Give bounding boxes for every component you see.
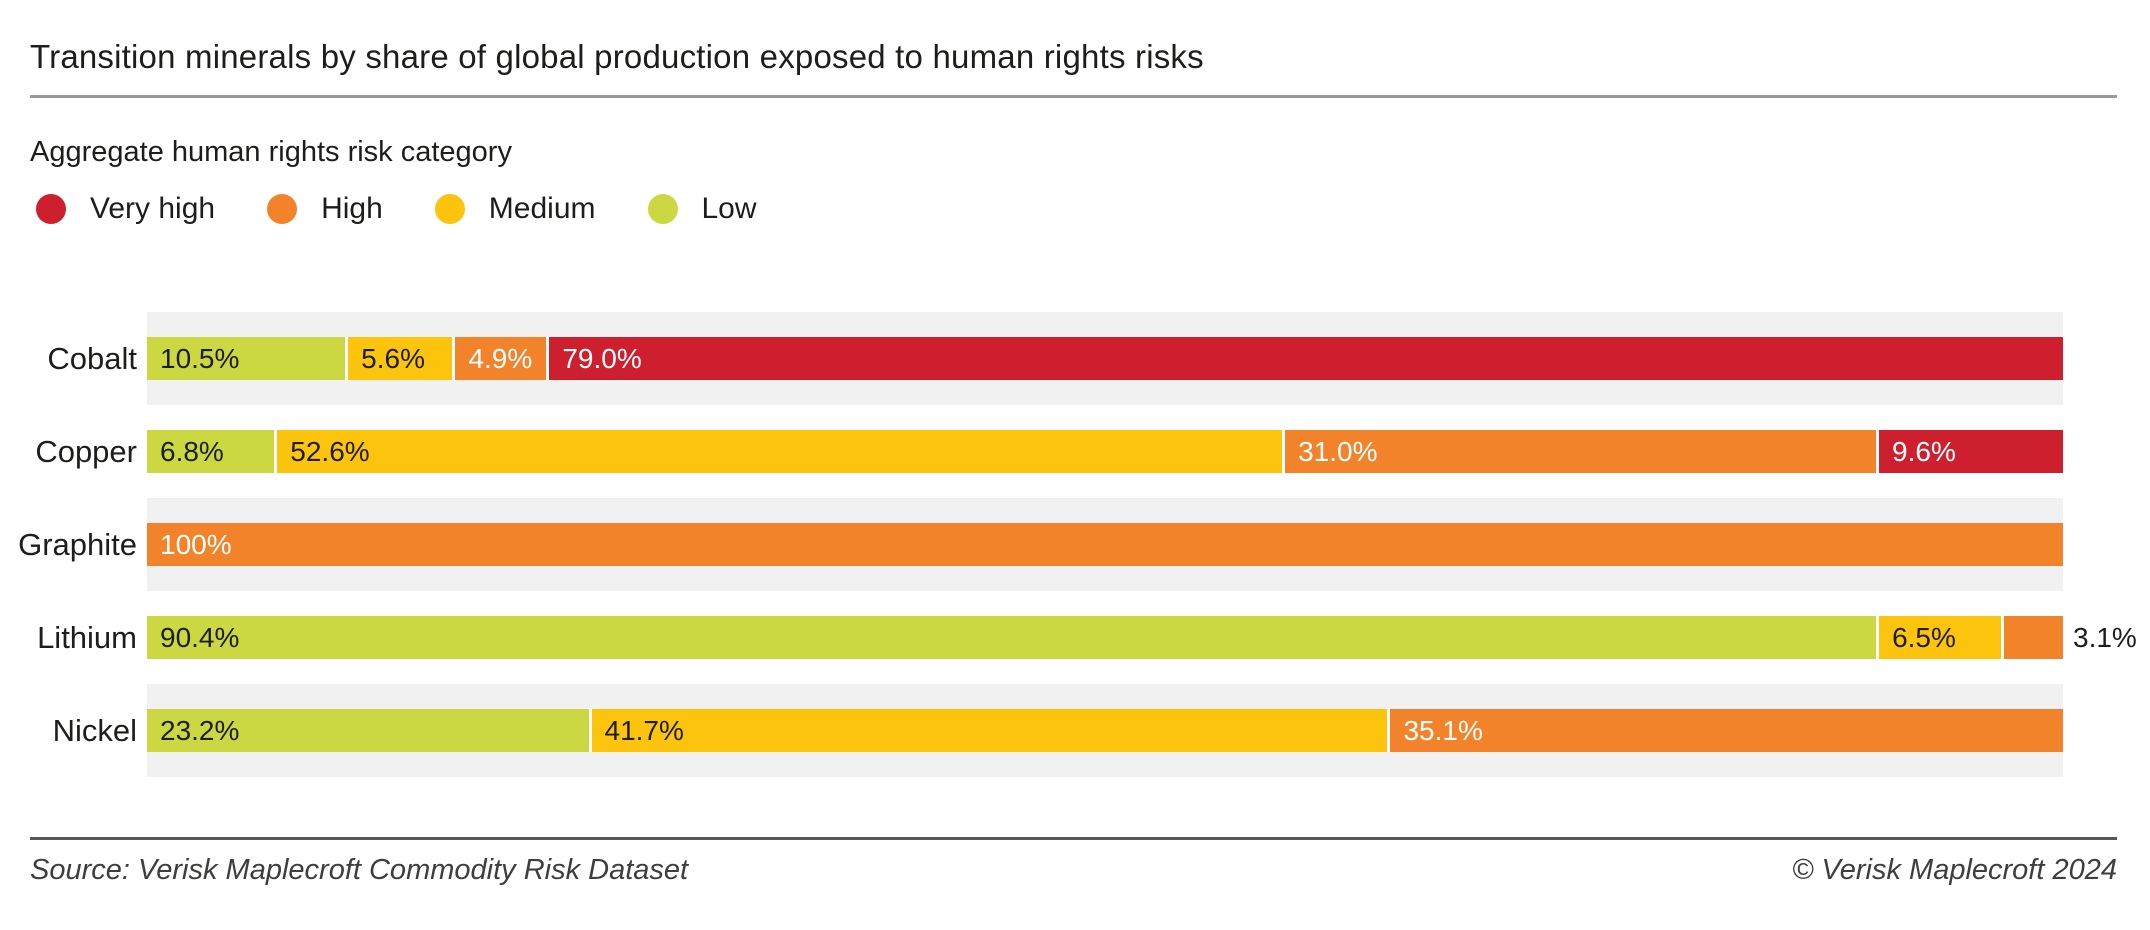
segment-value-label: 4.9% xyxy=(468,343,533,374)
source-note: Source: Verisk Maplecroft Commodity Risk… xyxy=(30,854,689,886)
stacked-bar-graphite: 100% xyxy=(147,523,2063,566)
footer-divider-line xyxy=(30,837,2117,840)
bar-segment-copper-very-high: 9.6% xyxy=(1879,430,2063,473)
segment-value-label: 90.4% xyxy=(160,622,240,653)
legend-swatch-icon xyxy=(434,194,465,224)
segment-value-label-outside: 3.1% xyxy=(2073,622,2137,653)
bar-segment-cobalt-low: 10.5% xyxy=(147,337,349,380)
stacked-bar-nickel: 23.2% 41.7% 35.1% xyxy=(147,709,2063,752)
bar-segment-copper-medium: 52.6% xyxy=(277,430,1286,473)
bar-segment-graphite-high: 100% xyxy=(147,523,2063,566)
bar-segment-cobalt-very-high: 79.0% xyxy=(549,337,2063,380)
segment-value-label: 31.0% xyxy=(1298,436,1378,467)
stacked-bar-lithium: 90.4% 6.5% 3.1% xyxy=(147,616,2137,659)
bar-segment-nickel-medium: 41.7% xyxy=(591,709,1391,752)
stacked-bar-copper: 6.8% 52.6% 31.0% 9.6% xyxy=(147,430,2063,473)
category-label-copper: Copper xyxy=(35,433,137,469)
legend-item-label: Medium xyxy=(488,192,596,225)
legend-item-high: High xyxy=(267,192,383,226)
bar-segment-lithium-low: 90.4% xyxy=(147,616,1880,659)
bar-segment-nickel-high: 35.1% xyxy=(1390,709,2063,752)
stacked-bar-cobalt: 10.5% 5.6% 4.9% 79.0% xyxy=(147,337,2063,380)
chart-row-copper: Copper 6.8% 52.6% 31.0% 9.6% xyxy=(0,405,2150,498)
title-divider-line xyxy=(30,95,2117,98)
legend-swatch-icon xyxy=(267,194,298,224)
segment-value-label: 52.6% xyxy=(290,436,370,467)
legend: Very high High Medium Low xyxy=(36,192,757,226)
segment-value-label: 6.5% xyxy=(1892,622,1956,653)
segment-value-label: 41.7% xyxy=(604,715,684,746)
chart-row-graphite: Graphite 100% xyxy=(0,498,2150,591)
chart-title: Transition minerals by share of global p… xyxy=(30,38,1204,75)
segment-value-label: 5.6% xyxy=(361,343,425,374)
segment-value-label: 23.2% xyxy=(160,715,240,746)
bar-segment-cobalt-high: 4.9% xyxy=(455,337,550,380)
category-label-graphite: Graphite xyxy=(18,526,137,562)
bar-segment-copper-high: 31.0% xyxy=(1285,430,1880,473)
legend-title: Aggregate human rights risk category xyxy=(30,136,512,168)
segment-value-label: 9.6% xyxy=(1892,436,1956,467)
stacked-bar-chart: Cobalt 10.5% 5.6% 4.9% 79.0% Copper 6.8% 52.6% 3… xyxy=(0,312,2150,777)
legend-swatch-icon xyxy=(36,194,66,224)
bar-segment-nickel-low: 23.2% xyxy=(147,709,592,752)
bar-segment-lithium-medium: 6.5% xyxy=(1879,616,2004,659)
segment-value-label: 10.5% xyxy=(160,343,240,374)
legend-item-very-high: Very high xyxy=(36,192,215,226)
legend-item-label: High xyxy=(321,192,383,225)
legend-item-label: Low xyxy=(701,192,757,225)
copyright-note: © Verisk Maplecroft 2024 xyxy=(1792,854,2117,886)
chart-row-cobalt: Cobalt 10.5% 5.6% 4.9% 79.0% xyxy=(0,312,2150,405)
segment-value-label: 6.8% xyxy=(160,436,224,467)
legend-item-medium: Medium xyxy=(434,192,596,226)
segment-value-label: 79.0% xyxy=(562,343,642,374)
category-label-lithium: Lithium xyxy=(37,619,137,655)
segment-value-label: 100% xyxy=(160,529,232,560)
legend-item-low: Low xyxy=(647,192,757,226)
chart-row-lithium: Lithium 90.4% 6.5% 3.1% xyxy=(0,591,2150,684)
segment-value-label: 35.1% xyxy=(1403,715,1483,746)
category-label-cobalt: Cobalt xyxy=(47,340,137,376)
bar-segment-cobalt-medium: 5.6% xyxy=(348,337,456,380)
legend-item-label: Very high xyxy=(90,192,216,225)
legend-swatch-icon xyxy=(647,194,678,224)
category-label-nickel: Nickel xyxy=(52,712,137,748)
bar-segment-copper-low: 6.8% xyxy=(147,430,278,473)
bar-segment-lithium-high xyxy=(2003,616,2063,659)
chart-row-nickel: Nickel 23.2% 41.7% 35.1% xyxy=(0,684,2150,777)
